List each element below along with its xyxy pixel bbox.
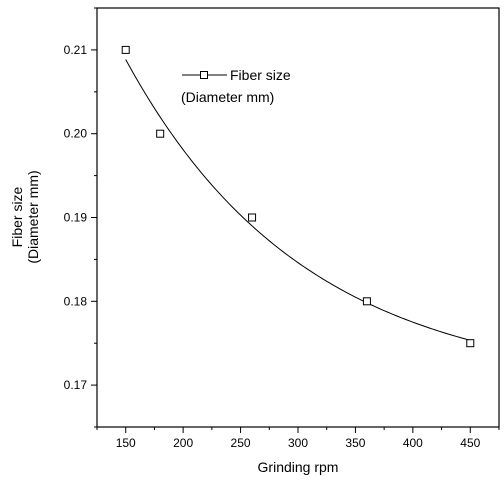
legend-marker bbox=[200, 71, 208, 79]
fit-curve bbox=[125, 59, 471, 341]
x-axis-title: Grinding rpm bbox=[258, 459, 339, 475]
y-tick-label: 0.21 bbox=[64, 43, 88, 57]
plot-frame bbox=[96, 7, 500, 428]
legend-label-line-2: (Diameter mm) bbox=[181, 89, 274, 105]
data-point bbox=[248, 213, 257, 222]
data-point bbox=[362, 297, 371, 306]
x-tick-label: 450 bbox=[460, 436, 480, 450]
data-point bbox=[466, 339, 475, 348]
y-axis-title-line-2: (Diameter mm) bbox=[25, 170, 41, 263]
x-tick-label: 400 bbox=[403, 436, 423, 450]
x-tick-label: 350 bbox=[345, 436, 365, 450]
data-point bbox=[156, 129, 165, 138]
x-tick-label: 250 bbox=[231, 436, 251, 450]
data-point bbox=[121, 45, 130, 54]
y-tick-label: 0.20 bbox=[64, 127, 88, 141]
y-tick-label: 0.19 bbox=[64, 211, 88, 225]
data-points bbox=[121, 45, 475, 348]
y-axis-title-line-1: Fiber size bbox=[9, 186, 25, 247]
y-axis-ticks: 0.17 0.18 0.19 0.20 0.21 bbox=[64, 7, 97, 428]
x-tick-label: 150 bbox=[116, 436, 136, 450]
x-axis-ticks: 150 200 250 300 350 400 450 bbox=[96, 427, 500, 450]
legend: Fiber size (Diameter mm) bbox=[181, 67, 291, 105]
y-tick-label: 0.17 bbox=[64, 378, 88, 392]
x-tick-label: 300 bbox=[288, 436, 308, 450]
x-tick-label: 200 bbox=[173, 436, 193, 450]
legend-label-line-1: Fiber size bbox=[230, 67, 291, 83]
y-tick-label: 0.18 bbox=[64, 294, 88, 308]
